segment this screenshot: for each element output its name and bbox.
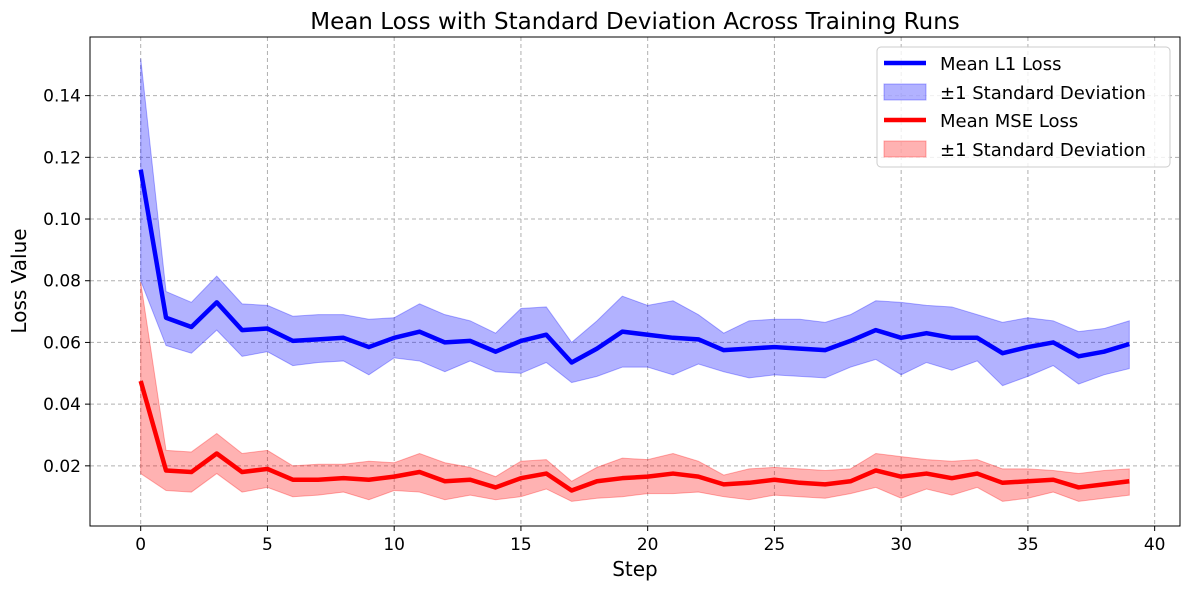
y-tick-label: 0.02	[43, 457, 81, 477]
y-tick-label: 0.08	[43, 272, 81, 292]
plot-frame	[89, 36, 1181, 527]
x-axis-ticks: 0 5 10 15 20 25 30 35 40	[135, 526, 1165, 555]
x-tick-label: 40	[1144, 535, 1166, 555]
y-axis-label: Loss Value	[7, 228, 31, 333]
x-tick-label: 0	[135, 535, 146, 555]
y-tick-label: 0.10	[43, 210, 81, 230]
y-axis-ticks: 0.02 0.04 0.06 0.08 0.10 0.12 0.14	[43, 87, 90, 477]
legend: Mean L1 Loss ±1 Standard Deviation Mean MS…	[876, 46, 1171, 168]
x-axis-label: Step	[612, 557, 658, 581]
grid	[90, 37, 1180, 526]
x-tick-label: 30	[890, 535, 912, 555]
line-mean-l1-loss	[138, 169, 1130, 365]
legend-band-swatch	[883, 140, 927, 158]
legend-label: ±1 Standard Deviation	[940, 83, 1146, 104]
x-tick-label: 20	[637, 535, 659, 555]
legend-label: Mean MSE Loss	[940, 111, 1078, 132]
y-tick-label: 0.04	[43, 395, 81, 415]
line-mean-mse-loss	[138, 380, 1130, 493]
legend-band-swatch	[883, 83, 927, 101]
x-tick-label: 15	[510, 535, 532, 555]
y-tick-label: 0.12	[43, 148, 81, 168]
legend-label: Mean L1 Loss	[940, 54, 1061, 75]
x-tick-label: 10	[383, 535, 405, 555]
chart-title: Mean Loss with Standard Deviation Across…	[310, 9, 960, 35]
legend-label: ±1 Standard Deviation	[940, 140, 1146, 161]
std-band-l1	[140, 58, 1130, 387]
mean-lines	[138, 169, 1130, 493]
legend-box	[876, 46, 1171, 168]
x-tick-label: 35	[1017, 535, 1039, 555]
y-tick-label: 0.06	[43, 333, 81, 353]
x-tick-label: 5	[262, 535, 273, 555]
y-tick-label: 0.14	[43, 87, 81, 107]
x-tick-label: 25	[764, 535, 786, 555]
